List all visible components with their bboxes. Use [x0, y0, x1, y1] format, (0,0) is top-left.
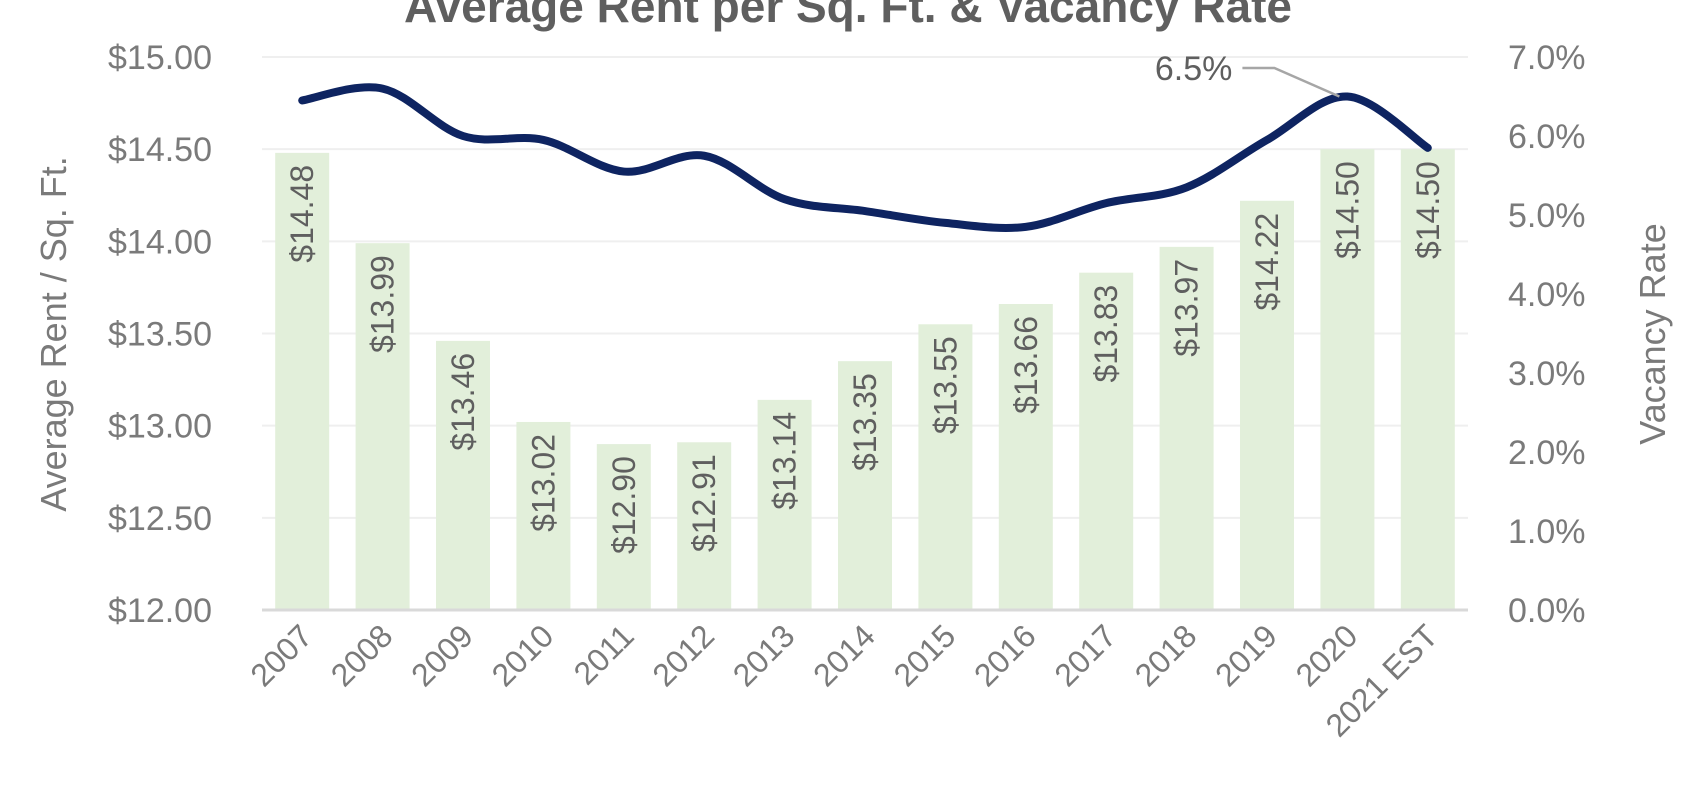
rent-bar	[516, 421, 571, 610]
rent-bar-label: $13.02	[525, 434, 561, 532]
rent-bar	[838, 361, 892, 610]
vacancy-point	[1427, 147, 1429, 149]
x-axis-tick-label: 2009	[404, 617, 480, 693]
rent-bar-label: $13.14	[767, 412, 803, 510]
chart-title: Average Rent per Sq. Ft. & Vacancy Rate	[404, 0, 1292, 32]
left-axis-tick-label: $13.50	[108, 316, 212, 354]
x-axis-tick-label: 2010	[485, 617, 561, 693]
rent-bar-label: $12.91	[686, 454, 722, 552]
left-axis-tick-label: $14.50	[108, 131, 212, 169]
right-axis-tick-label: 3.0%	[1508, 355, 1586, 393]
x-axis-tick-label: 2013	[726, 617, 802, 693]
x-axis-tick-label: 2016	[967, 617, 1043, 693]
rent-bar-label: $14.48	[284, 165, 320, 263]
vacancy-point	[784, 198, 786, 200]
vacancy-point	[944, 222, 946, 224]
vacancy-point	[1105, 202, 1107, 204]
vacancy-point	[1186, 186, 1188, 188]
x-axis-tick-label: 2017	[1047, 617, 1123, 693]
rent-bar-label: $13.46	[445, 353, 481, 451]
x-axis-ticks: 2007 2008 2009 2010 2011 2012 2013 2014 2015 2016…	[243, 617, 1444, 743]
x-axis-tick-label: 2015	[887, 617, 963, 693]
rent-bar	[1240, 200, 1294, 610]
rent-bar-label: $13.83	[1088, 285, 1124, 383]
vacancy-point	[301, 99, 303, 101]
x-axis-tick-label: 2008	[324, 617, 400, 693]
rent-bar-label: $13.99	[365, 255, 401, 353]
vacancy-point	[462, 135, 464, 137]
right-axis-tick-label: 0.0%	[1508, 592, 1586, 630]
rent-bars	[275, 149, 1455, 610]
right-axis-title: Vacancy Rate	[1632, 223, 1673, 444]
vacancy-point	[542, 139, 544, 141]
rent-bar-label: $13.55	[927, 336, 963, 434]
rent-bar	[757, 399, 812, 610]
x-axis-tick-label: 2012	[645, 617, 721, 693]
left-axis-title: Average Rent / Sq. Ft.	[33, 156, 74, 512]
rent-bar	[355, 243, 410, 610]
vacancy-annotation: 6.5%	[1155, 50, 1340, 98]
right-axis-tick-label: 2.0%	[1508, 434, 1586, 472]
vacancy-point	[703, 155, 705, 157]
x-axis-tick-label: 2020	[1289, 617, 1365, 693]
rent-bar	[1159, 246, 1214, 610]
right-axis-tick-label: 6.0%	[1508, 118, 1586, 156]
left-axis-ticks: $12.00 $12.50 $13.00 $13.50 $14.00 $14.50 $15.…	[108, 39, 212, 630]
vacancy-point	[1025, 226, 1027, 228]
rent-bar-label: $13.66	[1008, 316, 1044, 414]
rent-bar	[596, 444, 651, 610]
x-axis-tick-label: 2007	[243, 617, 319, 693]
vacancy-point	[864, 210, 866, 212]
rent-bar-label: $14.50	[1410, 161, 1446, 259]
left-axis-tick-label: $13.00	[108, 408, 212, 446]
rent-bar	[1400, 149, 1455, 610]
rent-bar-label: $14.50	[1329, 161, 1365, 259]
bar-data-labels: $14.48 $13.99 $13.46 $13.02 $12.90 $12.91 $13.…	[284, 161, 1446, 554]
vacancy-point	[1266, 139, 1268, 141]
x-axis-tick-label: 2014	[806, 617, 882, 693]
vacancy-point	[1346, 96, 1348, 97]
rent-bar	[436, 340, 490, 610]
vacancy-point	[623, 171, 625, 173]
left-axis-tick-label: $12.00	[108, 592, 212, 630]
right-axis-tick-label: 5.0%	[1508, 197, 1586, 235]
annotation-label: 6.5%	[1155, 50, 1233, 88]
vacancy-line-series	[298, 83, 1432, 232]
right-axis-tick-label: 4.0%	[1508, 276, 1586, 314]
rent-bar	[677, 442, 732, 610]
rent-bar-label: $13.35	[847, 373, 883, 471]
rent-bar	[1320, 149, 1375, 610]
rent-bar	[998, 304, 1053, 610]
rent-bar-label: $13.97	[1169, 259, 1205, 357]
x-axis-tick-label: 2019	[1208, 617, 1284, 693]
vacancy-point	[382, 88, 384, 90]
x-axis-tick-label: 2011	[567, 617, 641, 691]
left-axis-tick-label: $15.00	[108, 39, 212, 77]
rent-bar	[275, 152, 330, 610]
rent-bar	[918, 324, 973, 610]
left-axis-tick-label: $12.50	[108, 500, 212, 538]
right-axis-tick-label: 7.0%	[1508, 39, 1586, 77]
annotation-leader-line	[1242, 66, 1340, 98]
rent-bar	[1079, 272, 1134, 610]
right-axis-ticks: 0.0% 1.0% 2.0% 3.0% 4.0% 5.0% 6.0% 7.0%	[1508, 39, 1586, 630]
right-axis-tick-label: 1.0%	[1508, 513, 1586, 551]
left-axis-tick-label: $14.00	[108, 223, 212, 261]
rent-bar-label: $12.90	[606, 456, 642, 554]
rent-bar-label: $14.22	[1249, 213, 1285, 311]
x-axis-tick-label: 2018	[1128, 617, 1204, 693]
